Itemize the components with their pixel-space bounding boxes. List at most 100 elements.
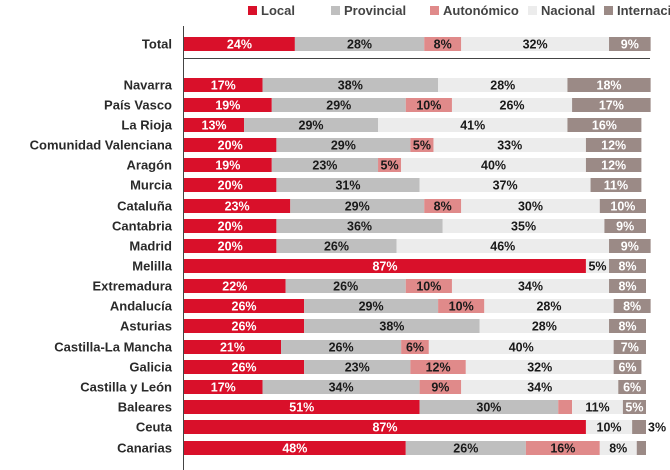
legend-swatch-provincial bbox=[331, 6, 340, 15]
value-label-provincial: 34% bbox=[329, 381, 354, 395]
bar-segment-nacional bbox=[451, 279, 610, 293]
bar-segment-nacional bbox=[401, 158, 586, 172]
bar-segment-autonomico bbox=[405, 279, 452, 293]
value-label-internacional: 12% bbox=[601, 139, 626, 153]
bar-segment-local bbox=[184, 219, 277, 233]
category-label: Aragón bbox=[127, 158, 173, 173]
value-label-provincial: 30% bbox=[476, 401, 501, 415]
bar-segment-provincial bbox=[304, 319, 480, 333]
bar-segment-provincial bbox=[244, 118, 379, 132]
bar-segment-local bbox=[184, 178, 277, 192]
chart-rows: Total 24% 28% 8% 32% 9% Navarra 17% 38% 28% 18% Paí… bbox=[30, 37, 666, 456]
bar-segment-internacional bbox=[613, 360, 642, 374]
row-andalucia: Andalucía 26% 29% 10% 28% 8% bbox=[110, 299, 651, 314]
bar-segment-provincial bbox=[281, 340, 402, 354]
value-label-autonomico: 8% bbox=[434, 200, 452, 214]
value-label-internacional: 3% bbox=[648, 421, 666, 435]
value-label-local: 26% bbox=[232, 320, 257, 334]
row-galicia: Galicia 26% 23% 12% 32% 6% bbox=[129, 360, 642, 375]
value-label-provincial: 29% bbox=[331, 139, 356, 153]
bar-segment-internacional bbox=[613, 299, 651, 313]
row-comunidad-valenciana: Comunidad Valenciana 20% 29% 5% 33% 12% bbox=[30, 138, 642, 153]
category-label: Melilla bbox=[132, 259, 173, 274]
value-label-autonomico: 6% bbox=[406, 341, 424, 355]
bar-segment-local bbox=[184, 400, 420, 414]
bar-segment-autonomico bbox=[424, 199, 462, 213]
value-label-nacional: 41% bbox=[460, 119, 485, 133]
bar-segment-autonomico bbox=[378, 158, 402, 172]
value-label-internacional: 12% bbox=[601, 159, 626, 173]
bar-segment-local bbox=[184, 239, 277, 253]
bar-segment-provincial bbox=[262, 380, 420, 394]
legend-label-provincial: Provincial bbox=[344, 3, 406, 18]
legend-swatch-autonomico bbox=[430, 6, 439, 15]
category-label: Castilla-La Mancha bbox=[54, 340, 173, 355]
value-label-internacional: 9% bbox=[621, 240, 639, 254]
bar-segment-local bbox=[184, 138, 277, 152]
value-label-nacional: 32% bbox=[527, 361, 552, 375]
row-aragon: Aragón 19% 23% 5% 40% 12% bbox=[127, 158, 642, 173]
value-label-nacional: 5% bbox=[588, 260, 606, 274]
value-label-nacional: 11% bbox=[585, 401, 609, 415]
legend-label-autonomico: Autonómico bbox=[443, 3, 519, 18]
bar-segment-internacional bbox=[632, 420, 646, 434]
row-asturias: Asturias 26% 38% 28% 8% bbox=[120, 319, 646, 334]
category-label: Castilla y León bbox=[80, 380, 172, 395]
value-label-autonomico: 5% bbox=[381, 159, 399, 173]
value-label-internacional: 9% bbox=[616, 220, 634, 234]
value-label-local: 17% bbox=[211, 381, 236, 395]
bar-segment-provincial bbox=[405, 441, 526, 455]
bar-segment-local bbox=[184, 441, 406, 455]
value-label-nacional: 35% bbox=[511, 220, 536, 234]
legend: Local Provincial Autonómico Nacional Interna… bbox=[248, 3, 670, 18]
value-label-nacional: 46% bbox=[490, 240, 515, 254]
row-castilla-y-leon: Castilla y León 17% 34% 9% 34% 6% bbox=[80, 380, 646, 395]
value-label-local: 17% bbox=[211, 79, 236, 93]
value-label-internacional: 17% bbox=[599, 99, 624, 113]
bar-segment-provincial bbox=[276, 178, 420, 192]
bar-segment-local bbox=[184, 158, 272, 172]
value-label-internacional: 10% bbox=[610, 200, 635, 214]
bar-segment-nacional bbox=[419, 178, 591, 192]
bar-segment-provincial bbox=[290, 199, 425, 213]
bar-segment-autonomico bbox=[424, 37, 462, 51]
category-label: Andalucía bbox=[110, 299, 173, 314]
row-extremadura: Extremadura 22% 26% 10% 34% 8% bbox=[93, 279, 646, 294]
value-label-provincial: 26% bbox=[333, 280, 358, 294]
value-label-local: 48% bbox=[282, 442, 307, 456]
bar-segment-provincial bbox=[419, 400, 559, 414]
bar-segment-nacional bbox=[585, 420, 633, 434]
bar-segment-local bbox=[184, 279, 286, 293]
bar-segment-provincial bbox=[304, 360, 411, 374]
value-label-nacional: 28% bbox=[536, 300, 561, 314]
value-label-nacional: 34% bbox=[527, 381, 552, 395]
bar-segment-local bbox=[184, 299, 305, 313]
value-label-provincial: 26% bbox=[324, 240, 349, 254]
bar-segment-internacional bbox=[567, 78, 651, 92]
bar-segment-internacional bbox=[609, 239, 651, 253]
value-label-nacional: 34% bbox=[518, 280, 543, 294]
value-label-internacional: 16% bbox=[592, 119, 617, 133]
legend-label-local: Local bbox=[261, 3, 295, 18]
category-label: Extremadura bbox=[93, 279, 173, 294]
value-label-local: 26% bbox=[232, 300, 257, 314]
value-label-provincial: 29% bbox=[359, 300, 384, 314]
row-la-rioja: La Rioja 13% 29% 41% 16% bbox=[121, 118, 642, 133]
value-label-provincial: 23% bbox=[312, 159, 337, 173]
bar-segment-provincial bbox=[304, 299, 439, 313]
bar-segment-nacional bbox=[585, 259, 610, 273]
value-label-nacional: 37% bbox=[493, 179, 518, 193]
bar-segment-nacional bbox=[396, 239, 610, 253]
value-label-internacional: 6% bbox=[623, 381, 641, 395]
value-label-local: 87% bbox=[372, 421, 397, 435]
bar-segment-internacional bbox=[618, 380, 646, 394]
value-label-nacional: 30% bbox=[518, 200, 543, 214]
bar-segment-local bbox=[184, 420, 586, 434]
category-label: Cantabria bbox=[112, 219, 173, 234]
value-label-provincial: 31% bbox=[335, 179, 360, 193]
bar-segment-autonomico bbox=[438, 299, 485, 313]
bar-segment-internacional bbox=[585, 158, 642, 172]
value-label-provincial: 38% bbox=[338, 79, 363, 93]
category-label: Galicia bbox=[129, 360, 172, 375]
bar-segment-nacional bbox=[461, 37, 610, 51]
